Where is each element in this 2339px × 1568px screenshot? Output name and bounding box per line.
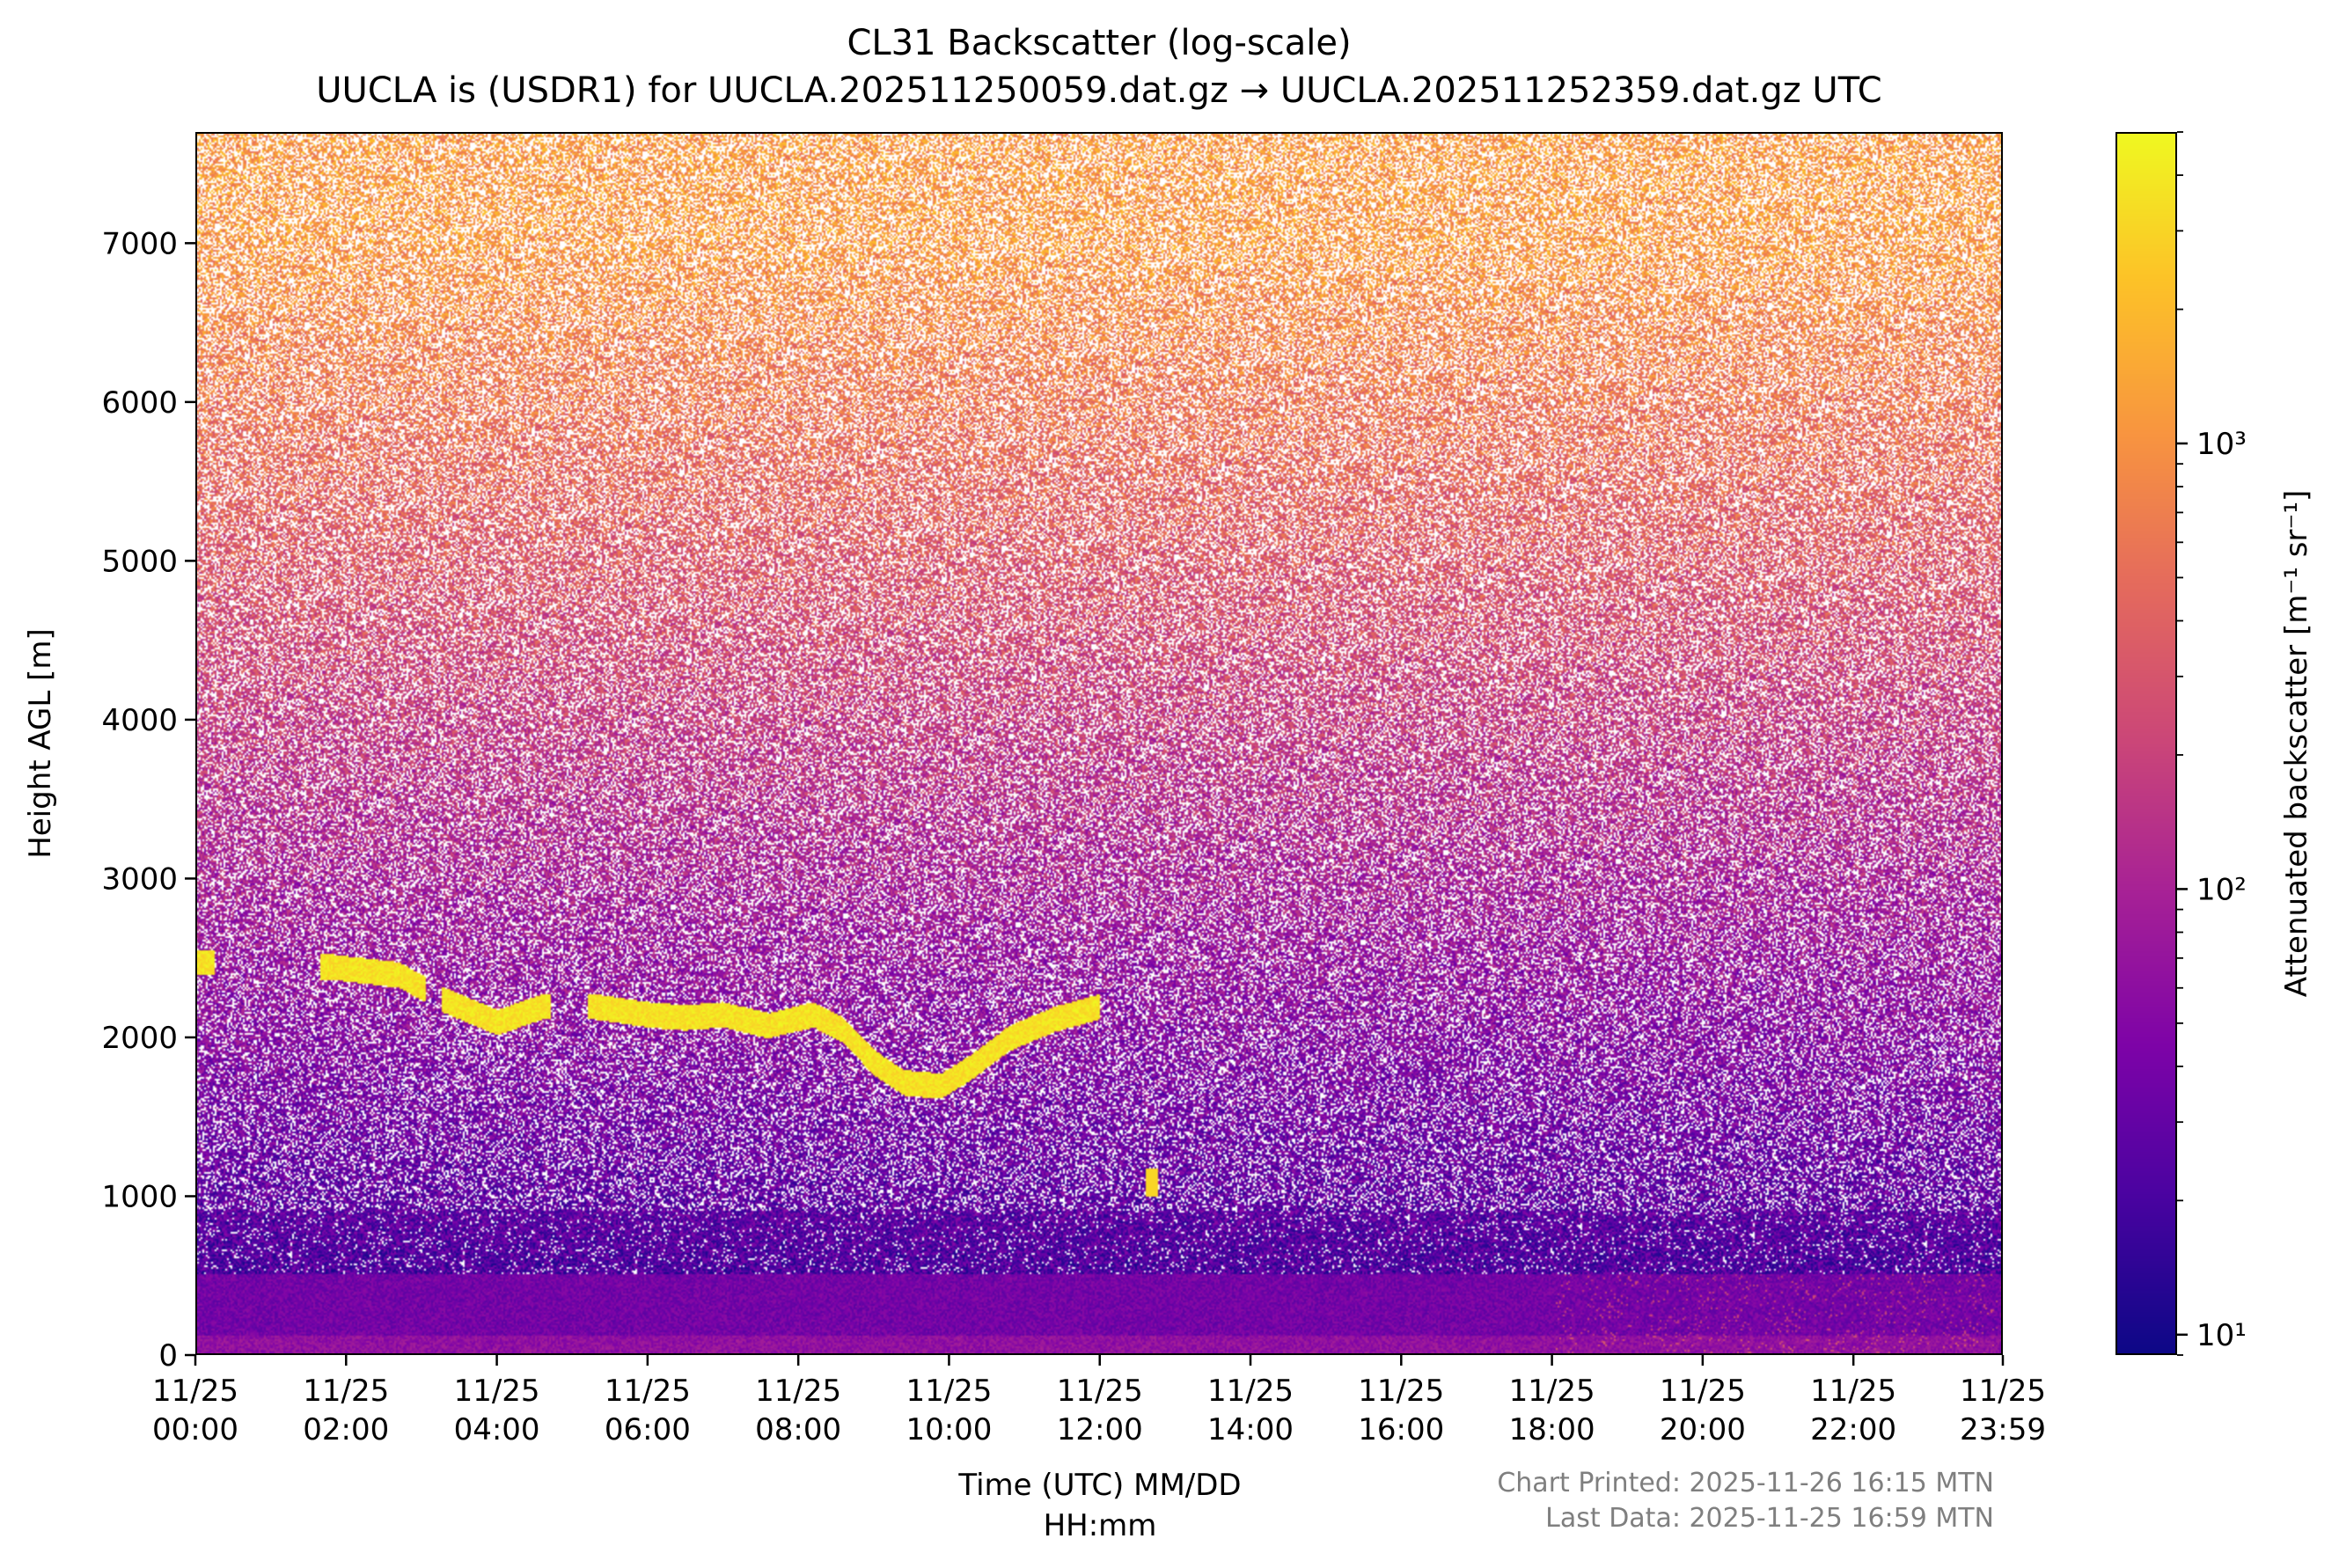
colorbar-tick-label: 10¹ <box>2196 1318 2247 1353</box>
x-tick-date: 11/25 <box>605 1374 691 1409</box>
y-tick-label: 0 <box>158 1338 178 1374</box>
x-tick-time: 22:00 <box>1810 1412 1896 1447</box>
colorbar-frame <box>2115 132 2177 1355</box>
backscatter-heatmap <box>195 132 2003 1355</box>
x-tick-time: 14:00 <box>1207 1412 1294 1447</box>
x-axis-label-line1: Time (UTC) MM/DD <box>958 1468 1242 1503</box>
x-tick-date: 11/25 <box>1960 1374 2046 1409</box>
y-tick-label: 5000 <box>101 544 178 579</box>
y-tick-label: 2000 <box>101 1021 178 1056</box>
x-tick-time: 23:59 <box>1960 1412 2046 1447</box>
x-tick-date: 11/25 <box>755 1374 841 1409</box>
chart-subtitle: UUCLA is (USDR1) for UUCLA.202511250059.… <box>316 70 1882 111</box>
x-tick-date: 11/25 <box>454 1374 540 1409</box>
colorbar-tick-label: 10² <box>2196 872 2247 907</box>
x-axis-label-line2: HH:mm <box>1043 1508 1157 1543</box>
last-data-note: Last Data: 2025-11-25 16:59 MTN <box>1545 1503 1994 1534</box>
colorbar-tick-label: 10³ <box>2196 427 2247 462</box>
y-tick-label: 6000 <box>101 385 178 421</box>
y-tick-label: 1000 <box>101 1179 178 1214</box>
x-tick-date: 11/25 <box>906 1374 992 1409</box>
x-tick-date: 11/25 <box>1057 1374 1143 1409</box>
chart-title: CL31 Backscatter (log-scale) <box>847 23 1352 63</box>
x-tick-date: 11/25 <box>1810 1374 1896 1409</box>
y-tick-label: 3000 <box>101 861 178 897</box>
x-tick-time: 20:00 <box>1660 1412 1746 1447</box>
x-tick-time: 06:00 <box>605 1412 691 1447</box>
x-tick-date: 11/25 <box>303 1374 389 1409</box>
x-tick-date: 11/25 <box>1358 1374 1444 1409</box>
x-tick-time: 10:00 <box>906 1412 992 1447</box>
y-tick-label: 4000 <box>101 703 178 738</box>
x-tick-time: 12:00 <box>1057 1412 1143 1447</box>
colorbar <box>2115 132 2177 1355</box>
x-tick-time: 08:00 <box>755 1412 841 1447</box>
x-tick-date: 11/25 <box>1509 1374 1595 1409</box>
plot-frame <box>195 132 2003 1355</box>
x-tick-time: 02:00 <box>303 1412 389 1447</box>
colorbar-label: Attenuated backscatter [m⁻¹ sr⁻¹] <box>2279 489 2314 998</box>
x-tick-time: 04:00 <box>454 1412 540 1447</box>
x-tick-time: 18:00 <box>1509 1412 1595 1447</box>
x-tick-time: 16:00 <box>1358 1412 1444 1447</box>
x-tick-time: 00:00 <box>152 1412 238 1447</box>
chart-printed-note: Chart Printed: 2025-11-26 16:15 MTN <box>1497 1468 1994 1498</box>
x-tick-date: 11/25 <box>1207 1374 1294 1409</box>
y-tick-label: 7000 <box>101 226 178 261</box>
y-axis-label: Height AGL [m] <box>23 628 58 859</box>
x-tick-date: 11/25 <box>1660 1374 1746 1409</box>
x-tick-date: 11/25 <box>152 1374 238 1409</box>
